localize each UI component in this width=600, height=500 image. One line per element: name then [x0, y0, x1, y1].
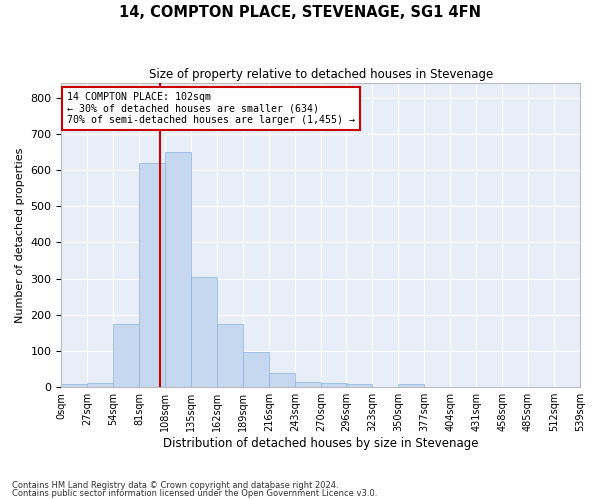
Text: Contains public sector information licensed under the Open Government Licence v3: Contains public sector information licen…: [12, 489, 377, 498]
Text: 14, COMPTON PLACE, STEVENAGE, SG1 4FN: 14, COMPTON PLACE, STEVENAGE, SG1 4FN: [119, 5, 481, 20]
Bar: [191, 277, 217, 387]
Bar: [166, 152, 191, 387]
Text: Contains HM Land Registry data © Crown copyright and database right 2024.: Contains HM Land Registry data © Crown c…: [12, 480, 338, 490]
Bar: [243, 352, 269, 387]
Bar: [269, 374, 295, 387]
Bar: [295, 382, 321, 387]
Bar: [398, 384, 424, 387]
X-axis label: Distribution of detached houses by size in Stevenage: Distribution of detached houses by size …: [163, 437, 478, 450]
Bar: [88, 382, 113, 387]
Text: 14 COMPTON PLACE: 102sqm
← 30% of detached houses are smaller (634)
70% of semi-: 14 COMPTON PLACE: 102sqm ← 30% of detach…: [67, 92, 355, 126]
Bar: [61, 384, 88, 387]
Title: Size of property relative to detached houses in Stevenage: Size of property relative to detached ho…: [149, 68, 493, 80]
Bar: [217, 324, 243, 387]
Y-axis label: Number of detached properties: Number of detached properties: [15, 148, 25, 323]
Bar: [139, 162, 166, 387]
Bar: [113, 324, 139, 387]
Bar: [346, 384, 372, 387]
Bar: [321, 383, 347, 387]
